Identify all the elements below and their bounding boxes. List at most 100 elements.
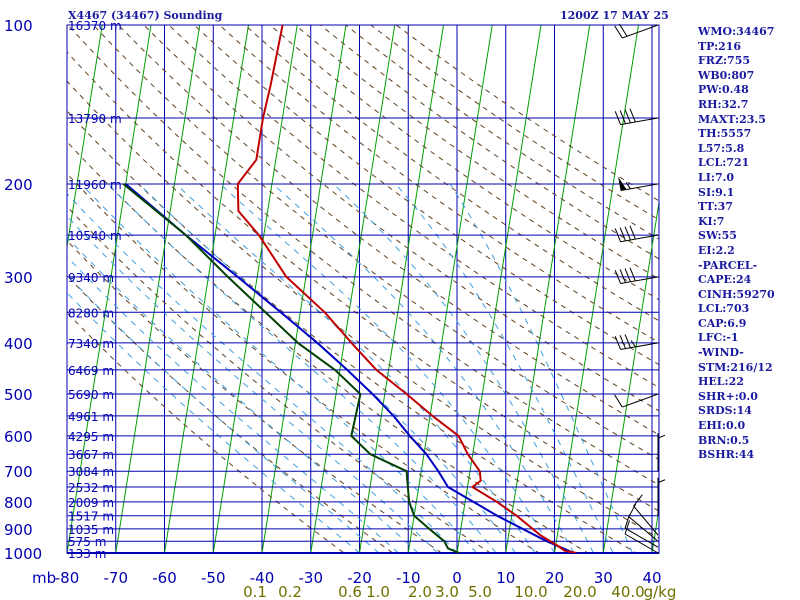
temperature-tick-label: -40 [250, 569, 275, 587]
dry-adiabat [67, 172, 541, 553]
height-label: 6469 m [68, 364, 114, 378]
pressure-tick-label: 1000 [4, 545, 42, 563]
wind-barb-feather [624, 109, 631, 124]
height-label: 9340 m [68, 271, 114, 285]
wind-barb [614, 23, 659, 39]
wind-barb-feather [614, 25, 623, 39]
dry-adiabat [219, 25, 659, 344]
height-label: 16370 m [68, 19, 122, 33]
stat-item: FRZ:755 [698, 54, 751, 68]
wind-barb-feather [624, 226, 631, 241]
moist-adiabat [67, 291, 360, 553]
dry-adiabat [67, 311, 345, 553]
stat-item: CAPE:24 [698, 273, 752, 287]
height-label: 5690 m [68, 388, 114, 402]
wind-barb-feather [619, 227, 626, 242]
height-label: 575 m [68, 535, 106, 549]
isotherm-line [67, 25, 103, 250]
pressure-tick-label: 100 [4, 17, 33, 35]
wind-barb-feather [619, 335, 626, 349]
mixing-ratio-label: 10.0 [514, 583, 547, 600]
temperature-tick-label: -80 [55, 569, 80, 587]
pressure-tick-label: 500 [4, 386, 33, 404]
stat-item: LI:7.0 [698, 170, 735, 184]
height-label: 7340 m [68, 337, 114, 351]
height-label: 1035 m [68, 523, 114, 537]
wind-barb [614, 108, 659, 126]
wind-barb-feather [614, 111, 622, 125]
moist-adiabat [138, 183, 516, 553]
mixing-ratio-label: 5.0 [468, 583, 492, 600]
wind-barb-feather [657, 434, 666, 439]
temperature-tick-label: 30 [594, 569, 613, 587]
wind-barb-feather [628, 503, 637, 518]
dry-adiabat [67, 25, 659, 486]
dry-adiabat [320, 25, 659, 260]
wind-barb-feather [624, 268, 631, 282]
sounding-datetime: 1200Z 17 MAY 25 [560, 9, 669, 22]
station-title: X4467 (34467) Sounding [68, 9, 223, 22]
stat-item: -WIND- [698, 346, 744, 360]
temperature-tick-label: 10 [496, 569, 515, 587]
temperature-trace [236, 25, 577, 553]
stat-item: PW:0.48 [698, 83, 749, 97]
wind-barb [633, 494, 659, 536]
height-label: 133 m [68, 547, 106, 561]
isotherm-line [359, 25, 444, 553]
stat-item: TH:5557 [698, 127, 752, 141]
dry-adiabat [67, 275, 394, 553]
moist-adiabat [449, 183, 633, 553]
stat-item: L57:5.8 [698, 141, 745, 155]
wind-barb-feather [624, 514, 630, 529]
mixing-ratio-label: 0.1 [243, 583, 267, 600]
wind-barb-feather [614, 394, 623, 408]
pressure-tick-label: 300 [4, 269, 33, 287]
mixing-ratio-label: 1.0 [366, 583, 390, 600]
stat-item: LCL:721 [698, 156, 750, 170]
wind-barbs [614, 23, 666, 554]
wind-barb-staff [620, 234, 659, 243]
temperature-tick-label: -10 [396, 569, 421, 587]
moist-adiabat [219, 183, 555, 553]
height-label: 8280 m [68, 306, 114, 320]
stat-item: SI:9.1 [698, 185, 735, 199]
stat-item: MAXT:23.5 [698, 112, 766, 126]
temperature-tick-label: 40 [642, 569, 661, 587]
wind-barb-staff [633, 505, 659, 536]
wind-barb-feather [614, 228, 622, 242]
temperature-tick-label: 0 [452, 569, 462, 587]
wind-barb-staff [628, 516, 659, 542]
stat-item: CAP:6.9 [698, 316, 747, 330]
dry-adiabat [67, 110, 638, 553]
mixing-ratio-label: 0.6 [338, 583, 362, 600]
isotherm-line [212, 25, 298, 553]
pressure-unit-label: mb [32, 569, 56, 587]
wind-barb-feather [619, 110, 626, 124]
wind-barb-feather [624, 520, 630, 535]
wind-barb-staff [620, 183, 659, 192]
height-label: 4961 m [68, 410, 114, 424]
stat-item: STM:216/12 [698, 360, 773, 374]
stat-item: EI:2.2 [698, 243, 735, 257]
dry-adiabat [269, 25, 659, 301]
dry-adiabat [67, 80, 659, 539]
wind-barb [614, 225, 659, 243]
chart-clip-region [67, 25, 659, 553]
height-label: 2532 m [68, 481, 114, 495]
stat-item: CINH:59270 [698, 287, 775, 301]
pressure-tick-label: 700 [4, 463, 33, 481]
wind-barb [618, 176, 659, 192]
wind-barb-staff [620, 276, 659, 285]
wind-barb-staff [620, 117, 659, 126]
wind-barb [657, 477, 666, 516]
dry-adiabat [67, 141, 589, 553]
height-label: 1517 m [68, 510, 114, 524]
mixing-ratio-label: 40.0 [611, 583, 644, 600]
stat-item: LCL:703 [698, 302, 750, 316]
moist-adiabat [395, 183, 614, 553]
stat-item: LFC:-1 [698, 331, 739, 345]
isotherm-line [261, 25, 347, 553]
dry-adiabat [143, 25, 659, 412]
wind-barb-feather [624, 334, 631, 348]
